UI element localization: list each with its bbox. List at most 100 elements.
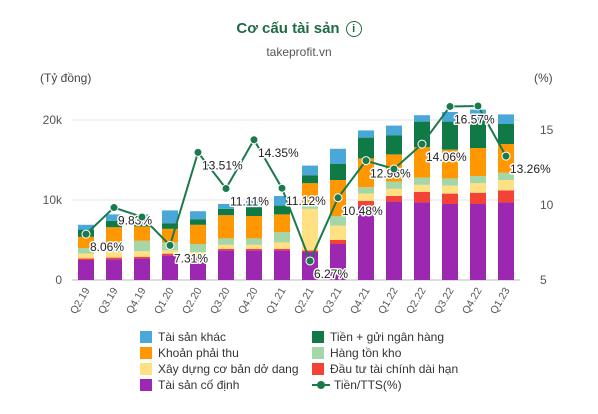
bar-segment	[246, 250, 262, 280]
ratio-point	[389, 164, 399, 174]
bar-segment	[246, 244, 262, 249]
bar-segment	[78, 248, 94, 254]
bar-segment	[414, 115, 430, 122]
bar-segment	[106, 245, 122, 252]
ratio-data-label: 12.96%	[370, 167, 411, 181]
bar-segment	[470, 119, 486, 148]
x-tick-label: Q2.20	[180, 285, 205, 316]
legend-swatch	[140, 331, 152, 343]
bar-segment	[162, 250, 178, 254]
bar-segment	[274, 196, 290, 206]
bar-segment	[386, 135, 402, 155]
bar-segment	[442, 204, 458, 280]
legend-item-other-assets[interactable]: Tài sản khác	[140, 330, 226, 344]
y-right-tick-label: 10	[540, 198, 554, 212]
y-right-tick-label: 5	[540, 273, 547, 287]
ratio-point	[333, 193, 343, 203]
bar-segment	[414, 177, 430, 185]
bar-segment	[330, 216, 346, 226]
bar-segment	[190, 252, 206, 256]
bar-segment	[386, 196, 402, 202]
legend-item-receivables[interactable]: Khoản phải thu	[140, 346, 239, 360]
legend-swatch	[140, 379, 152, 391]
x-tick-label: Q1.22	[376, 285, 401, 316]
bar-segment	[330, 148, 346, 164]
bar-segment	[358, 206, 374, 280]
x-tick-label: Q3.19	[96, 285, 121, 316]
chart-subtitle: takeprofit.vn	[266, 45, 332, 59]
y-right-axis-label: (%)	[534, 71, 553, 85]
ratio-data-label: 14.06%	[426, 150, 467, 164]
bar-segment	[442, 193, 458, 204]
bar-segment	[498, 190, 514, 203]
legend-item-long-term-investment[interactable]: Đầu tư tài chính dài hạn	[312, 362, 458, 376]
bar-segment	[218, 238, 234, 245]
bar-segment	[442, 112, 458, 122]
legend-item-cash-ratio[interactable]: Tiền/TTS(%)	[312, 378, 402, 392]
info-icon[interactable]: i	[345, 21, 362, 37]
x-tick-label: Q2.21	[292, 285, 317, 316]
legend-item-inventory[interactable]: Hàng tồn kho	[312, 346, 401, 360]
bar-segment	[358, 187, 374, 194]
ratio-point	[305, 256, 315, 266]
x-tick-label: Q2.19	[68, 285, 93, 316]
bar-segment	[134, 256, 150, 259]
bar-segment	[302, 203, 318, 209]
bar-segment	[330, 240, 346, 244]
bar-segment	[162, 253, 178, 256]
bar-segment	[358, 193, 374, 201]
bar-segment	[106, 214, 122, 221]
bar-segment	[470, 176, 486, 184]
ratio-data-label: 7.31%	[174, 251, 208, 265]
bar-segment	[134, 251, 150, 257]
bar-segment	[386, 188, 402, 196]
bar-segment	[302, 183, 318, 204]
y-left-tick-label: 10k	[43, 193, 63, 207]
bar-segment	[498, 202, 514, 280]
bar-segment	[106, 257, 122, 260]
bar-segment	[78, 258, 94, 260]
ratio-data-label: 11.11%	[230, 195, 269, 209]
bar-segment	[134, 226, 150, 241]
bar-segment	[414, 184, 430, 192]
bar-segment	[218, 208, 234, 216]
bar-segment	[414, 192, 430, 203]
ratio-point	[249, 135, 259, 145]
legend-item-construction-in-progress[interactable]: Xây dựng cơ bản dở dang	[140, 362, 299, 376]
bar-segment	[218, 250, 234, 280]
bar-segment	[78, 260, 94, 280]
y-left-tick-label: 0	[55, 273, 62, 287]
bar-segment	[386, 181, 402, 189]
bar-segment	[442, 149, 458, 179]
ratio-point	[109, 203, 119, 213]
ratio-data-label: 8.06%	[90, 240, 124, 254]
bar-segment	[274, 242, 290, 249]
legend-item-fixed-assets[interactable]: Tài sản cố định	[140, 378, 239, 392]
bar-segment	[358, 200, 374, 207]
y-left-tick-label: 20k	[43, 113, 63, 127]
bar-segment	[246, 216, 262, 239]
bar-segment	[190, 224, 206, 244]
x-tick-label: Q3.22	[432, 285, 457, 316]
x-tick-label: Q4.21	[348, 285, 373, 316]
bar-segment	[78, 253, 94, 259]
ratio-point	[277, 183, 287, 193]
ratio-data-label: 10.48%	[342, 204, 383, 218]
bar-segment	[274, 205, 290, 215]
ratio-data-label: 9.83%	[118, 214, 152, 228]
legend-item-cash-deposits[interactable]: Tiền + gửi ngân hàng	[312, 330, 444, 344]
x-tick-label: Q3.20	[208, 285, 233, 316]
bar-segment	[274, 248, 290, 251]
bar-segment	[470, 183, 486, 193]
bar-segment	[470, 109, 486, 120]
ratio-data-label: 16.57%	[454, 112, 495, 126]
bar-segment	[218, 244, 234, 249]
bar-segment	[218, 215, 234, 239]
bar-segment	[498, 114, 514, 124]
bar-segment	[330, 244, 346, 280]
ratio-data-label: 14.35%	[258, 146, 299, 160]
x-tick-label: Q3.21	[320, 285, 345, 316]
bar-segment	[274, 250, 290, 280]
ratio-data-label: 11.12%	[286, 194, 326, 208]
